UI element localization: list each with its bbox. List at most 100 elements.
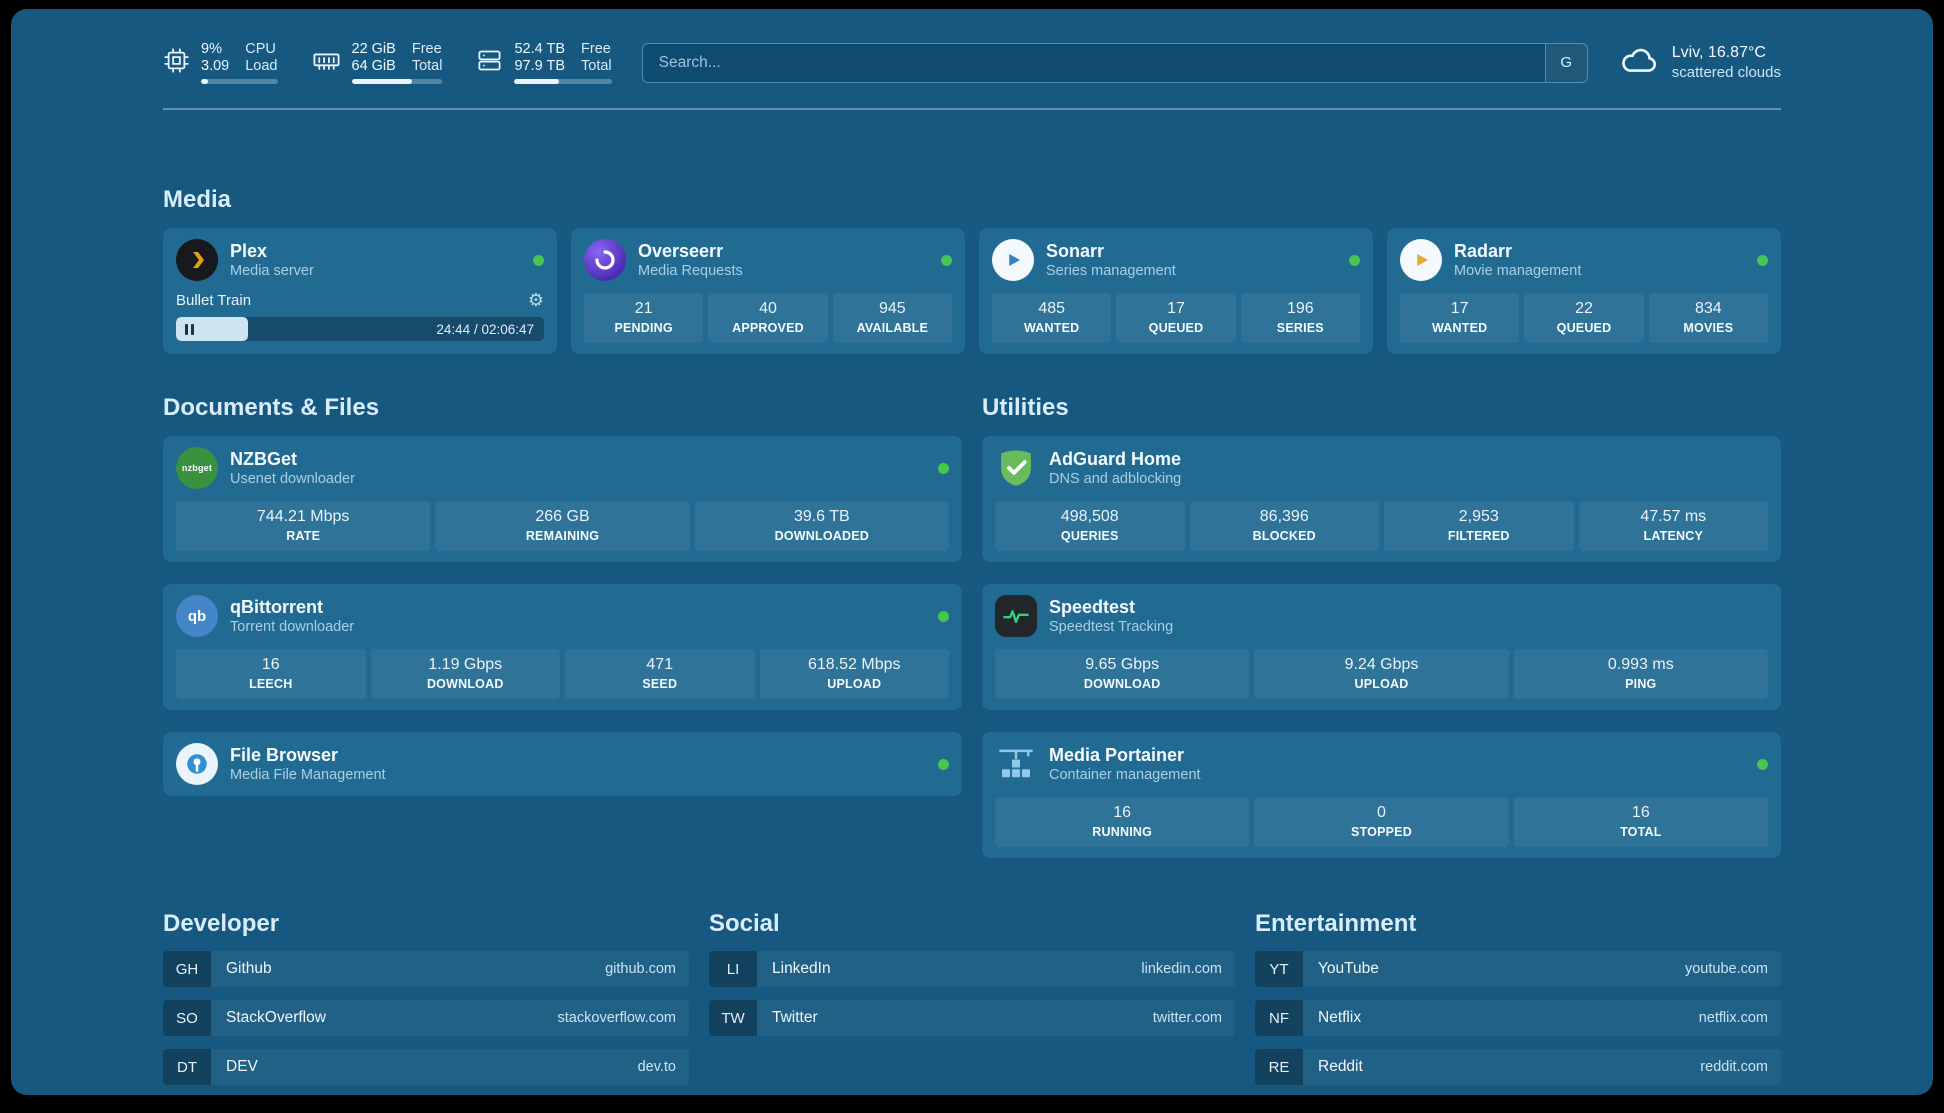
bookmark-dev[interactable]: DT DEV dev.to — [163, 1049, 689, 1085]
card-head: Overseerr Media Requests — [584, 239, 952, 281]
bookmark-twitter[interactable]: TW Twitter twitter.com — [709, 1000, 1235, 1036]
app-card-speedtest[interactable]: Speedtest Speedtest Tracking 9.65 Gbps D… — [982, 584, 1781, 710]
stat: 485 WANTED — [992, 293, 1112, 343]
app-card-portainer[interactable]: Media Portainer Container management 16 … — [982, 732, 1781, 858]
stat-value: 471 — [646, 656, 674, 673]
app-card-qbittorrent[interactable]: qb qBittorrent Torrent downloader 16 LEE… — [163, 584, 962, 710]
bookmark-youtube[interactable]: YT YouTube youtube.com — [1255, 951, 1781, 987]
stat-label: RATE — [286, 529, 321, 543]
bookmark-url: reddit.com — [1700, 1059, 1768, 1075]
status-dot — [938, 758, 949, 770]
pause-button[interactable] — [185, 317, 194, 341]
stat-label: QUEUED — [1556, 321, 1612, 335]
stat-label: SEED — [642, 677, 678, 691]
youtube-icon: YT — [1255, 951, 1303, 987]
stat-value: 0.993 ms — [1607, 656, 1674, 673]
app-name: Speedtest — [1049, 596, 1136, 617]
stat-value: 40 — [759, 300, 777, 317]
app-card-overseerr[interactable]: Overseerr Media Requests 21 PENDING 40 A… — [571, 228, 965, 354]
bookmark-name: YouTube — [1318, 960, 1379, 977]
section-entertainment: Entertainment YT YouTube youtube.com NF … — [1255, 910, 1781, 1085]
disk-progress-bar — [514, 79, 612, 84]
bookmark-url: netflix.com — [1698, 1010, 1768, 1026]
social-bookmarks: LI LinkedIn linkedin.com TW Twitter twit… — [709, 951, 1235, 1036]
card-head: AdGuard Home DNS and adblocking — [995, 447, 1768, 489]
stat-value: 16 — [1113, 804, 1132, 821]
status-dot — [938, 462, 949, 474]
stat-value: 17 — [1167, 300, 1185, 317]
github-icon: GH — [163, 951, 211, 987]
media-grid: Plex Media server Bullet Train ⚙ 24:44 /… — [163, 228, 1781, 354]
bookmark-github[interactable]: GH Github github.com — [163, 951, 689, 987]
bookmark-name: Github — [226, 960, 272, 977]
app-titles: NZBGet Usenet downloader — [230, 449, 355, 488]
section-media: Media Plex Media server Bullet Train — [163, 186, 1781, 354]
stat-label: UPLOAD — [827, 677, 882, 691]
disk-widget: 52.4 TB Free 97.9 TB Total — [476, 41, 612, 84]
bookmark-stackoverflow[interactable]: SO StackOverflow stackoverflow.com — [163, 1000, 689, 1036]
bookmark-url: youtube.com — [1684, 961, 1768, 977]
cpu-progress-fill — [201, 79, 208, 84]
stat: 196 SERIES — [1240, 293, 1360, 343]
stat-value: 0 — [1377, 804, 1386, 821]
stat: 618.52 Mbps UPLOAD — [759, 649, 949, 699]
stats-row: 21 PENDING 40 APPROVED 945 AVAILABLE — [584, 293, 952, 343]
card-head: Speedtest Speedtest Tracking — [995, 595, 1768, 637]
app-card-filebrowser[interactable]: File Browser Media File Management — [163, 732, 962, 796]
stat-value: 39.6 TB — [793, 508, 850, 525]
app-card-plex[interactable]: Plex Media server Bullet Train ⚙ 24:44 /… — [163, 228, 557, 354]
memory-widget-text: 22 GiB Free 64 GiB Total — [351, 41, 443, 84]
stat-label: DOWNLOADED — [774, 529, 869, 543]
section-developer: Developer GH Github github.com SO StackO… — [163, 910, 689, 1085]
section-utilities: Utilities AdGuard Home DNS and adblockin… — [982, 394, 1781, 858]
card-head: Radarr Movie management — [1400, 239, 1768, 281]
app-titles: Radarr Movie management — [1454, 241, 1581, 280]
app-card-nzbget[interactable]: nzbget NZBGet Usenet downloader 744.21 M… — [163, 436, 962, 562]
status-dot — [1757, 758, 1768, 770]
stat-value: 744.21 Mbps — [256, 508, 350, 525]
stats-row: 485 WANTED 17 QUEUED 196 SERIES — [992, 293, 1360, 343]
app-card-adguard[interactable]: AdGuard Home DNS and adblocking 498,508 … — [982, 436, 1781, 562]
gear-icon[interactable]: ⚙ — [527, 290, 544, 310]
stat-value: 266 GB — [535, 508, 590, 525]
disk-total-value: 97.9 TB — [514, 58, 566, 74]
stat-value: 196 — [1286, 300, 1314, 317]
search-input[interactable] — [641, 42, 1588, 83]
utilities-cards: AdGuard Home DNS and adblocking 498,508 … — [982, 436, 1781, 858]
stat-label: DOWNLOAD — [1083, 677, 1161, 691]
cpu-usage-value: 9% — [201, 41, 222, 57]
nzbget-icon: nzbget — [176, 447, 218, 489]
section-title-developer: Developer — [163, 910, 280, 937]
app-titles: Sonarr Series management — [1046, 241, 1176, 280]
playback-time: 24:44 / 02:06:47 — [436, 321, 534, 337]
app-subtitle: Media server — [230, 263, 314, 280]
app-name: Sonarr — [1046, 240, 1105, 261]
memory-total-value: 64 GiB — [351, 58, 396, 74]
stat-value: 86,396 — [1259, 508, 1309, 525]
stat-value: 1.19 Gbps — [428, 656, 503, 673]
stat-label: TOTAL — [1620, 825, 1662, 839]
bookmark-netflix[interactable]: NF Netflix netflix.com — [1255, 1000, 1781, 1036]
stats-row: 744.21 Mbps RATE 266 GB REMAINING 39.6 T… — [176, 501, 949, 551]
disk-total-label: Total — [581, 58, 612, 74]
stat: 22 QUEUED — [1524, 293, 1644, 343]
search-engine-button[interactable]: G — [1544, 43, 1587, 82]
bookmark-linkedin[interactable]: LI LinkedIn linkedin.com — [709, 951, 1235, 987]
weather-location: Lviv, 16.87°C — [1671, 44, 1766, 61]
bookmark-reddit[interactable]: RE Reddit reddit.com — [1255, 1049, 1781, 1085]
app-card-radarr[interactable]: Radarr Movie management 17 WANTED 22 QUE… — [1387, 228, 1781, 354]
app-subtitle: Media Requests — [638, 263, 743, 280]
card-head: nzbget NZBGet Usenet downloader — [176, 447, 949, 489]
card-head: Sonarr Series management — [992, 239, 1360, 281]
bookmark-url: github.com — [605, 961, 676, 977]
stat-label: BLOCKED — [1252, 529, 1316, 543]
stat: 9.24 Gbps UPLOAD — [1254, 649, 1509, 699]
app-card-sonarr[interactable]: Sonarr Series management 485 WANTED 17 Q… — [979, 228, 1373, 354]
disk-progress-fill — [514, 79, 560, 84]
card-head: File Browser Media File Management — [176, 743, 949, 785]
status-dot — [941, 254, 952, 266]
stat-value: 945 — [878, 300, 906, 317]
stat-value: 47.57 ms — [1640, 508, 1707, 525]
playback-progress-bar[interactable]: 24:44 / 02:06:47 — [176, 317, 544, 341]
stat: 945 AVAILABLE — [832, 293, 952, 343]
